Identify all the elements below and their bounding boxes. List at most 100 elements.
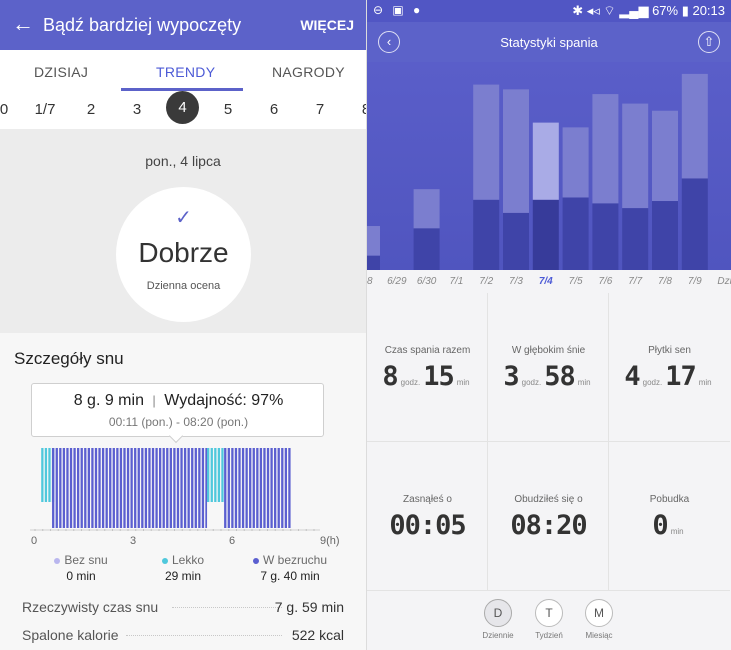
legend-still: W bezruchu <box>250 553 330 567</box>
x-axis-label[interactable]: 7/6 <box>598 276 613 287</box>
x-axis-label[interactable]: 28 <box>367 276 373 287</box>
back-arrow-icon[interactable]: ← <box>12 11 34 36</box>
date-item[interactable]: 1/7 <box>34 101 56 118</box>
x-axis-label[interactable]: 7/2 <box>479 276 494 287</box>
x-axis-label[interactable]: 6/29 <box>387 276 407 287</box>
day-label: pon., 4 lipca <box>145 153 221 169</box>
legend-value: 7 g. 40 min <box>260 569 320 583</box>
bar-light-sleep[interactable] <box>413 189 440 229</box>
sleep-light-bar <box>207 448 210 502</box>
x-axis-label[interactable]: 6/30 <box>416 276 437 287</box>
axis-tick <box>251 529 253 531</box>
sleep-gap <box>207 502 210 528</box>
axis-tick <box>212 529 214 531</box>
stat-value: 08:20 <box>510 510 587 541</box>
bar-light-sleep[interactable] <box>652 110 678 202</box>
period-month-button[interactable]: M <box>585 599 613 627</box>
bar-deep-sleep[interactable] <box>503 212 529 270</box>
period-week-button[interactable]: T <box>535 599 563 627</box>
x-axis-label[interactable]: 7/4 <box>538 276 553 287</box>
bar-light-sleep[interactable] <box>562 127 589 198</box>
bar-deep-sleep[interactable] <box>413 228 440 270</box>
date-item[interactable]: 3 <box>132 101 142 118</box>
sleep-still-bar <box>123 448 126 528</box>
sleep-still-bar <box>288 448 291 528</box>
axis-tick <box>282 529 284 531</box>
period-label: Dziennie <box>482 631 514 640</box>
legend-label: Bez snu <box>64 553 108 567</box>
date-item[interactable]: 7 <box>315 101 325 118</box>
back-icon[interactable]: ‹ <box>378 31 400 53</box>
stat-total-sleep: Czas spania razem 8 godz. 15 min <box>367 293 488 442</box>
bar-light-sleep[interactable] <box>473 84 500 200</box>
bar-deep-sleep[interactable] <box>367 255 380 270</box>
sleep-still-bar <box>162 448 165 528</box>
row-label: Spalone kalorie <box>22 627 119 643</box>
sleep-still-bar <box>119 448 123 528</box>
axis-tick <box>243 529 245 531</box>
selected-date[interactable]: 4 <box>166 91 199 124</box>
stat-value: 8 godz. 15 min <box>382 361 470 392</box>
sleep-still-bar <box>277 448 280 528</box>
sleep-light-bar <box>41 448 44 502</box>
share-icon[interactable]: ⇧ <box>698 31 720 53</box>
bar-light-sleep[interactable] <box>622 103 649 209</box>
stat-value: 0 min <box>652 510 684 541</box>
date-item[interactable]: 5 <box>223 101 233 118</box>
x-axis-label[interactable]: 7/5 <box>568 276 583 287</box>
axis-tick <box>50 529 51 531</box>
stat-label: Zasnąłeś o <box>403 494 452 505</box>
sleep-still-bar <box>201 448 205 528</box>
section-title: Szczegóły snu <box>14 349 124 368</box>
bar-light-sleep[interactable] <box>592 94 619 204</box>
sleep-still-bar <box>183 448 187 528</box>
axis-tick <box>174 529 175 531</box>
x-axis-label[interactable]: 7/1 <box>449 276 464 287</box>
sleep-gap <box>44 502 48 528</box>
date-item[interactable]: 0 <box>0 101 9 118</box>
tab-trends[interactable]: TRENDY <box>156 64 216 80</box>
sleep-duration: 8 g. 9 min <box>73 392 144 409</box>
date-item[interactable]: 2 <box>86 101 96 118</box>
sleep-still-bar <box>252 448 255 528</box>
bar-deep-sleep[interactable] <box>622 208 649 270</box>
sleep-still-bar <box>166 448 169 528</box>
bar-deep-sleep[interactable] <box>652 201 678 270</box>
axis-tick <box>135 529 137 531</box>
axis-tick <box>65 529 67 531</box>
bar-light-sleep[interactable] <box>503 89 529 213</box>
bar-deep-sleep[interactable] <box>562 197 589 270</box>
x-axis-label[interactable]: 7/7 <box>628 276 643 287</box>
stat-label: Obudziłeś się o <box>514 494 583 505</box>
bar-deep-sleep[interactable] <box>473 199 500 270</box>
date-item[interactable]: 8 <box>351 101 366 118</box>
sleep-still-bar <box>87 448 90 528</box>
tab-bar: DZISIAJ TRENDY NAGRODY <box>0 50 366 92</box>
axis-tick <box>236 529 237 531</box>
bar-light-sleep[interactable] <box>367 226 380 256</box>
date-item[interactable]: 6 <box>269 101 279 118</box>
sleep-light-bar <box>217 448 221 502</box>
sleep-bar-chart[interactable] <box>367 62 731 270</box>
legend-dot <box>54 557 61 564</box>
x-axis-label[interactable]: 7/3 <box>509 276 523 287</box>
bar-deep-sleep[interactable] <box>681 178 708 270</box>
tab-awards[interactable]: NAGRODY <box>272 64 345 80</box>
sleep-still-bar <box>137 448 140 528</box>
legend-dot <box>161 557 168 564</box>
bar-light-sleep[interactable] <box>681 73 708 179</box>
axis-tick <box>143 529 144 531</box>
axis-tick <box>189 529 191 531</box>
bar-deep-sleep[interactable] <box>532 199 559 270</box>
bar-light-sleep[interactable] <box>532 122 559 200</box>
bar-deep-sleep[interactable] <box>592 203 619 270</box>
x-axis-label[interactable]: 7/8 <box>658 276 672 287</box>
sleep-timeline-chart[interactable] <box>30 444 320 534</box>
tab-today[interactable]: DZISIAJ <box>34 64 89 80</box>
sleep-gap <box>217 502 221 528</box>
rating-circle: ✓ Dobrze Dzienna ocena <box>116 187 251 322</box>
x-axis-label[interactable]: Dzi <box>717 276 731 287</box>
x-axis-label[interactable]: 7/9 <box>687 276 702 287</box>
period-day-button[interactable]: D <box>484 599 512 627</box>
more-button[interactable]: WIĘCEJ <box>300 17 354 33</box>
